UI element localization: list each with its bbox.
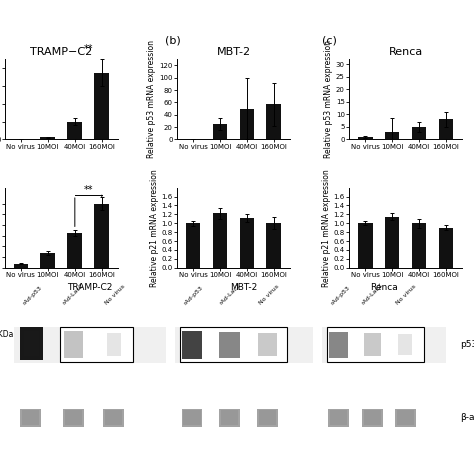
- Bar: [358, 223, 373, 268]
- Bar: [40, 137, 55, 139]
- Title: MBT-2: MBT-2: [217, 47, 250, 57]
- Bar: [67, 233, 82, 268]
- Text: rAd-LacZ: rAd-LacZ: [62, 283, 85, 306]
- Text: β-actin: β-actin: [460, 413, 474, 422]
- Bar: [40, 253, 55, 268]
- Bar: [212, 124, 228, 139]
- Bar: [13, 264, 28, 268]
- Bar: [94, 204, 109, 268]
- Y-axis label: Relative p21 mRNA expression: Relative p21 mRNA expression: [322, 169, 331, 287]
- Title: TRAMP−C2: TRAMP−C2: [30, 47, 92, 57]
- Text: rAd-LacZ: rAd-LacZ: [219, 283, 242, 306]
- Text: MBT-2: MBT-2: [230, 283, 258, 292]
- Title: Renca: Renca: [388, 47, 423, 57]
- Text: rAd-LacZ: rAd-LacZ: [361, 283, 384, 306]
- Text: p53: p53: [460, 340, 474, 349]
- Bar: [186, 223, 201, 268]
- Text: **: **: [83, 44, 93, 54]
- Bar: [384, 217, 400, 268]
- Text: rAd-p53: rAd-p53: [329, 284, 351, 306]
- Text: TRAMP-C2: TRAMP-C2: [67, 283, 113, 292]
- Text: (b): (b): [165, 35, 181, 45]
- Bar: [411, 223, 427, 268]
- Text: No virus: No virus: [258, 284, 280, 306]
- Y-axis label: Relative p53 mRNA expression: Relative p53 mRNA expression: [147, 40, 156, 158]
- Text: (c): (c): [322, 35, 337, 45]
- Text: No virus: No virus: [104, 284, 126, 306]
- Text: 50KDa: 50KDa: [0, 330, 14, 338]
- Text: Renca: Renca: [370, 283, 398, 292]
- Text: **: **: [83, 184, 93, 194]
- Bar: [239, 109, 255, 139]
- Bar: [266, 104, 281, 139]
- Bar: [411, 127, 427, 139]
- Bar: [358, 137, 373, 139]
- Y-axis label: Relative p21 mRNA expression: Relative p21 mRNA expression: [150, 169, 159, 287]
- Bar: [438, 119, 454, 139]
- Text: No virus: No virus: [395, 284, 417, 306]
- Y-axis label: Relative p53 mRNA expression: Relative p53 mRNA expression: [324, 40, 333, 158]
- Bar: [384, 132, 400, 139]
- Bar: [212, 213, 228, 268]
- Text: rAd-p53: rAd-p53: [21, 284, 43, 306]
- Text: rAd-p53: rAd-p53: [182, 284, 204, 306]
- Bar: [266, 223, 281, 268]
- Bar: [239, 218, 255, 268]
- Bar: [94, 73, 109, 139]
- Bar: [438, 228, 454, 268]
- Bar: [67, 122, 82, 139]
